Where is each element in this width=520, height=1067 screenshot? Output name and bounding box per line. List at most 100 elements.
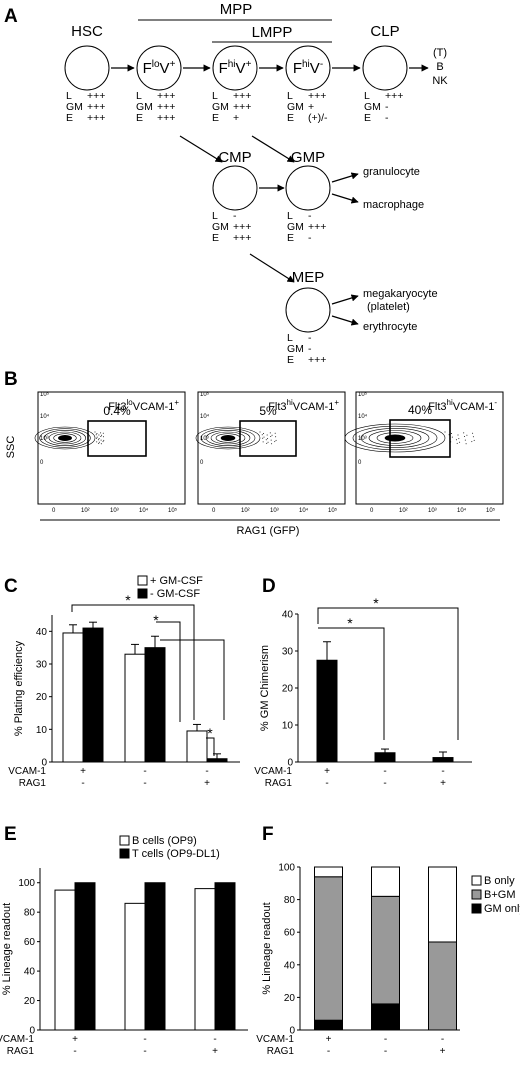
lineage-label-cmp-0: L [212,210,218,222]
arrow-gmp-macrophage [331,193,359,204]
panel-d-letter: D [262,576,276,597]
flow-plot-title: Flt3hiVCAM-1- [428,398,497,413]
flow-event [100,436,102,437]
legend-swatch [137,588,148,599]
row-label: RAG1 [7,1046,35,1057]
flow-event [102,432,104,434]
bar [74,882,96,1031]
flow-contour [368,430,422,446]
flow-plot-1: 0.4%Flt3loVCAM-1+ 10⁵ 10⁴ 10³ 0 0 10² 10³ 10⁴ 10⁵ [34,391,186,514]
clp-circle [362,45,408,91]
row-label: RAG1 [265,778,293,789]
clp-title: CLP [370,23,399,40]
lineage-label-hsc-0: L [66,90,72,102]
lineage-label-mep-0: L [287,332,293,344]
flow-event [473,439,475,441]
row-label: RAG1 [267,1046,295,1057]
flow-event [95,437,97,439]
lineage-value-clp-1: - [385,101,389,113]
category-sign: + [72,1034,78,1045]
flow-y-tick: 0 [358,460,362,466]
flow-event [262,441,264,443]
flow-event [96,441,98,443]
lineage-value-gmp-2: - [308,232,312,244]
lineage-value-fhivp-2: + [233,112,239,124]
flow-event [471,441,473,443]
lineage-label-fhivm-1: GM [287,101,304,113]
category-sign: - [143,1046,146,1057]
flow-event [103,436,105,438]
category-sign: - [384,1034,387,1045]
category-sign: - [73,1046,76,1057]
y-tick-label: 40 [36,627,48,638]
legend-swatch [119,835,130,846]
legend-label: + GM-CSF [150,575,203,587]
lineage-label-clp-2: E [364,112,371,124]
y-tick-label: 20 [282,684,294,695]
node-fhi-vpos: FhiV+ [212,45,258,91]
y-tick-label: 60 [24,937,36,948]
flow-event [263,433,265,434]
panel-c-letter: C [4,576,18,597]
flow-x-tick: 10³ [110,508,119,514]
lineage-table-fhivp: L +++ GM +++ E + [212,90,251,124]
y-tick-label: 80 [284,895,296,906]
arrow-mep-erythrocyte [331,315,359,326]
lineage-value-hsc-0: +++ [87,90,105,102]
lineage-label-gmp-1: GM [287,221,304,233]
flow-x-tick: 10² [81,508,90,514]
flow-x-tick: 10² [399,508,408,514]
legend-swatch [471,903,482,914]
category-sign: - [383,766,386,777]
category-sign: - [205,766,208,777]
flow-event [265,439,267,441]
flow-event [270,436,272,437]
flow-event [274,432,276,434]
lineage-label-clp-1: GM [364,101,381,113]
flow-event [456,442,458,444]
bar [314,866,343,878]
flow-event [457,434,459,436]
category-sign: - [441,766,444,777]
row-label: RAG1 [19,778,47,789]
flow-event [444,431,446,433]
category-sign: + [440,1046,446,1057]
lineage-label-cmp-2: E [212,232,219,244]
bar [194,888,216,1031]
panel-f-letter: F [262,824,274,845]
gmp-circle [285,165,331,211]
flow-x-tick: 10⁴ [299,507,309,514]
flow-contour [34,426,96,450]
flow-contour [39,428,91,448]
mep-output-platelet: (platelet) [367,301,410,313]
flow-x-tick: 10⁴ [139,507,149,514]
category-sign: + [80,766,86,777]
bar [316,659,338,763]
lineage-value-cmp-0: - [233,210,237,222]
y-tick-label: 100 [18,878,35,889]
y-tick-label: 20 [284,993,296,1004]
flow-event [465,443,467,445]
node-clp: CLP [362,23,408,91]
lineage-table-clp: L +++ GM - E - [364,90,403,124]
flow-y-tick: 10⁵ [200,391,210,398]
y-tick-label: 40 [284,960,296,971]
significance-bracket [71,604,195,720]
lineage-value-clp-2: - [385,112,389,124]
y-tick-label: 10 [282,721,294,732]
y-tick-label: 40 [282,610,294,621]
lineage-value-clp-0: +++ [385,90,403,102]
panel-e-letter: E [4,824,17,845]
node-mep: MEP [285,269,331,333]
flow-gate [239,420,297,457]
clp-output-t: (T) [433,47,447,59]
lineage-label-flo-0: L [136,90,142,102]
panel-c: C 0 10 20 30 40 % Plating efficiency VCAM-1RAG… [4,575,240,789]
significance-star: * [125,592,131,608]
flow-x-tick: 10⁴ [457,507,467,514]
category-sign: - [213,1034,216,1045]
flow-plot-frame [37,391,186,505]
